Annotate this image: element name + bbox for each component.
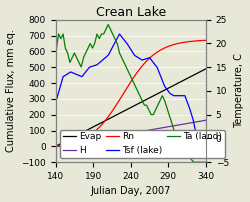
Rn xyxy=(145,60,148,62)
X-axis label: Julian Day, 2007: Julian Day, 2007 xyxy=(90,186,171,196)
Line: Ta (land): Ta (land) xyxy=(56,25,206,162)
Ta (land) xyxy=(63,43,66,46)
Evap xyxy=(145,98,148,100)
Y-axis label: Temperature, C: Temperature, C xyxy=(234,54,244,128)
Rn xyxy=(63,144,66,146)
Evap xyxy=(142,100,144,102)
Ta (land) xyxy=(204,161,208,163)
H xyxy=(145,129,148,132)
Evap xyxy=(204,68,208,70)
Tsf (lake) xyxy=(150,59,153,61)
Ta (land) xyxy=(142,101,144,104)
Legend: Evap, H, Rn, Tsf (lake), Ta (land): Evap, H, Rn, Tsf (lake), Ta (land) xyxy=(60,130,225,158)
Y-axis label: Cumulative Flux, mm eq.: Cumulative Flux, mm eq. xyxy=(6,29,16,152)
Tsf (lake) xyxy=(142,59,144,61)
Line: Rn: Rn xyxy=(56,40,206,146)
H xyxy=(150,128,153,131)
Rn xyxy=(184,41,186,43)
Tsf (lake) xyxy=(63,74,66,77)
Tsf (lake) xyxy=(54,102,57,104)
Ta (land) xyxy=(184,152,187,155)
Rn xyxy=(54,145,57,147)
Tsf (lake) xyxy=(146,57,148,60)
Evap xyxy=(54,145,57,147)
Evap xyxy=(150,96,153,98)
Line: H: H xyxy=(56,120,206,146)
Rn xyxy=(142,64,144,66)
Tsf (lake) xyxy=(184,95,187,98)
H xyxy=(54,145,57,147)
Ta (land) xyxy=(54,57,57,59)
Tsf (lake) xyxy=(204,149,208,152)
Rn xyxy=(150,55,153,58)
Title: Crean Lake: Crean Lake xyxy=(96,6,166,19)
Ta (land) xyxy=(150,114,153,116)
Line: Evap: Evap xyxy=(56,69,206,146)
Ta (land) xyxy=(107,23,110,26)
Tsf (lake) xyxy=(168,92,171,95)
Line: Tsf (lake): Tsf (lake) xyxy=(56,34,206,150)
H xyxy=(142,130,144,133)
Rn xyxy=(204,39,208,41)
Tsf (lake) xyxy=(203,149,206,152)
Tsf (lake) xyxy=(118,33,121,35)
H xyxy=(168,125,171,128)
Evap xyxy=(168,86,171,89)
Evap xyxy=(184,78,186,81)
Ta (land) xyxy=(168,116,171,118)
Evap xyxy=(63,140,66,143)
H xyxy=(63,144,66,146)
Ta (land) xyxy=(192,161,196,163)
H xyxy=(204,119,208,121)
Rn xyxy=(168,45,171,47)
Ta (land) xyxy=(146,105,148,107)
H xyxy=(184,123,186,125)
